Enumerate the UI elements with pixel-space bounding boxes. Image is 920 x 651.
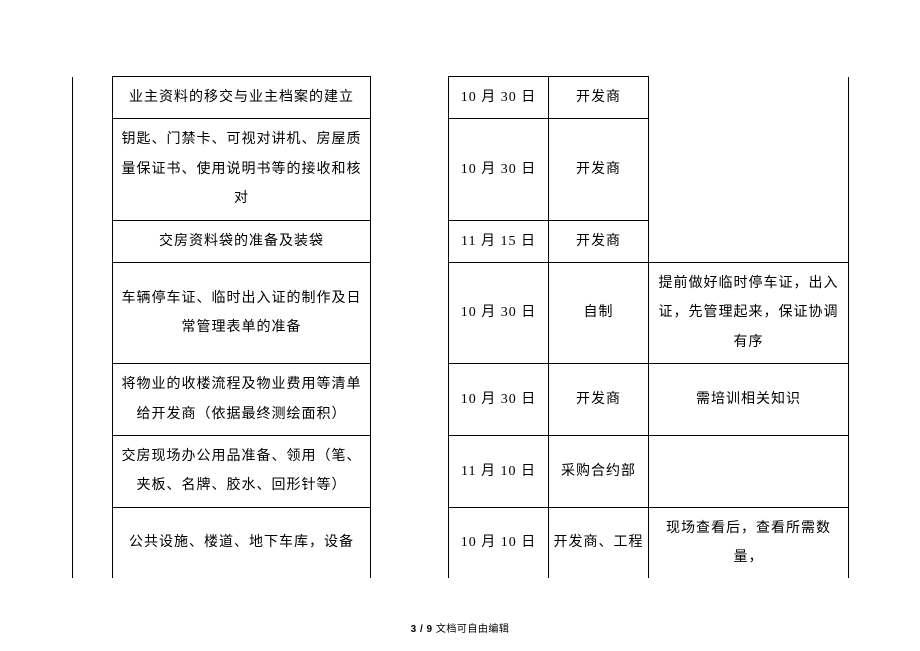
party-cell: 采购合约部 — [549, 435, 649, 507]
task-cell: 车辆停车证、临时出入证的制作及日常管理表单的准备 — [113, 262, 371, 363]
task-cell: 业主资料的移交与业主档案的建立 — [113, 77, 371, 119]
party-cell: 开发商 — [549, 119, 649, 220]
note-cell — [649, 77, 849, 263]
task-table: 业主资料的移交与业主档案的建立 10 月 30 日 开发商 钥匙、门禁卡、可视对… — [72, 76, 848, 578]
table-row: 将物业的收楼流程及物业费用等清单给开发商（依据最终测绘面积） 10 月 30 日… — [73, 364, 849, 436]
page-number: 3 / 9 — [411, 624, 433, 635]
table-row: 业主资料的移交与业主档案的建立 10 月 30 日 开发商 — [73, 77, 849, 119]
table-row: 车辆停车证、临时出入证的制作及日常管理表单的准备 10 月 30 日 自制 提前… — [73, 262, 849, 363]
task-cell: 将物业的收楼流程及物业费用等清单给开发商（依据最终测绘面积） — [113, 364, 371, 436]
table-row: 公共设施、楼道、地下车库，设备 10 月 10 日 开发商、工程 现场查看后，查… — [73, 507, 849, 578]
date-cell: 11 月 15 日 — [449, 220, 549, 262]
page-footer: 3 / 9 文档可自由编辑 — [0, 620, 920, 635]
note-cell: 需培训相关知识 — [649, 364, 849, 436]
party-cell: 开发商 — [549, 364, 649, 436]
date-cell: 10 月 30 日 — [449, 119, 549, 220]
group-col — [73, 77, 113, 579]
date-cell: 10 月 30 日 — [449, 77, 549, 119]
party-cell: 开发商 — [549, 77, 649, 119]
date-cell: 10 月 10 日 — [449, 507, 549, 578]
party-cell: 开发商、工程 — [549, 507, 649, 578]
date-cell: 11 月 10 日 — [449, 435, 549, 507]
note-cell — [649, 435, 849, 507]
task-cell: 交房资料袋的准备及装袋 — [113, 220, 371, 262]
task-cell: 交房现场办公用品准备、领用（笔、夹板、名牌、胶水、回形针等） — [113, 435, 371, 507]
task-cell: 公共设施、楼道、地下车库，设备 — [113, 507, 371, 578]
table-row: 交房现场办公用品准备、领用（笔、夹板、名牌、胶水、回形针等） 11 月 10 日… — [73, 435, 849, 507]
note-cell: 提前做好临时停车证，出入证，先管理起来，保证协调有序 — [649, 262, 849, 363]
party-cell: 开发商 — [549, 220, 649, 262]
blank-col — [371, 77, 449, 579]
date-cell: 10 月 30 日 — [449, 262, 549, 363]
party-cell: 自制 — [549, 262, 649, 363]
note-cell: 现场查看后，查看所需数量， — [649, 507, 849, 578]
footer-text: 文档可自由编辑 — [436, 624, 510, 635]
task-cell: 钥匙、门禁卡、可视对讲机、房屋质量保证书、使用说明书等的接收和核对 — [113, 119, 371, 220]
date-cell: 10 月 30 日 — [449, 364, 549, 436]
